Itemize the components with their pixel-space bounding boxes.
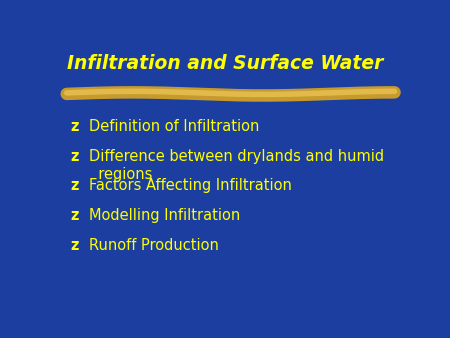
- Text: Definition of Infiltration: Definition of Infiltration: [90, 119, 260, 134]
- Text: z: z: [70, 238, 79, 254]
- Text: z: z: [70, 119, 79, 134]
- Text: Factors Affecting Infiltration: Factors Affecting Infiltration: [90, 178, 292, 193]
- Text: Runoff Production: Runoff Production: [90, 238, 219, 254]
- Text: Modelling Infiltration: Modelling Infiltration: [90, 209, 241, 223]
- Text: Difference between drylands and humid
  regions: Difference between drylands and humid re…: [90, 149, 384, 182]
- Text: Infiltration and Surface Water: Infiltration and Surface Water: [67, 54, 383, 73]
- Text: z: z: [70, 209, 79, 223]
- Text: z: z: [70, 149, 79, 164]
- Text: z: z: [70, 178, 79, 193]
